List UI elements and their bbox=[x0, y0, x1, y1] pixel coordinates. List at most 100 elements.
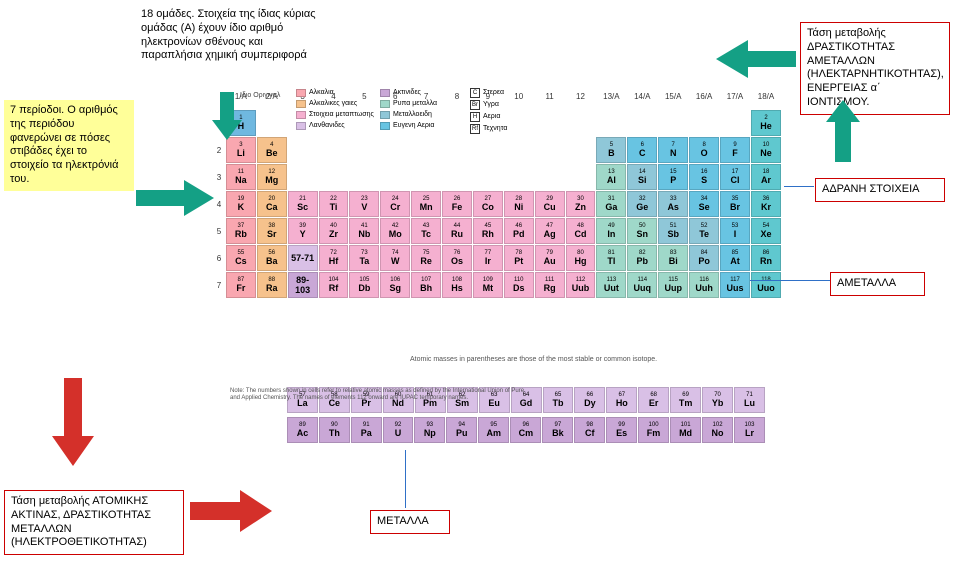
element-P: 15P bbox=[658, 164, 688, 190]
metal-trend-box: Τάση μεταβολής ΑΤΟΜΙΚΗΣ ΑΚΤΙΝΑΣ, ΔΡΑΣΤΙΚ… bbox=[4, 490, 184, 555]
element-Au: 79Au bbox=[535, 245, 565, 271]
element-Na: 11Na bbox=[226, 164, 256, 190]
arrow-nonmetal-left bbox=[716, 40, 796, 78]
element-No: 102No bbox=[702, 417, 733, 443]
legend-col-2: ΑκτινιδεςΡυπα μεταλλαΜεταλλοειδηΕυγενη Α… bbox=[380, 88, 437, 132]
element-Ag: 47Ag bbox=[535, 218, 565, 244]
element-W: 74W bbox=[380, 245, 410, 271]
element-Pt: 78Pt bbox=[504, 245, 534, 271]
element-Sr: 38Sr bbox=[257, 218, 287, 244]
element-Te: 52Te bbox=[689, 218, 719, 244]
element-Ir: 77Ir bbox=[473, 245, 503, 271]
element-Cr: 24Cr bbox=[380, 191, 410, 217]
element-Tl: 81Tl bbox=[596, 245, 626, 271]
element-Cs: 55Cs bbox=[226, 245, 256, 271]
element-Ba: 56Ba bbox=[257, 245, 287, 271]
element-Hf: 72Hf bbox=[319, 245, 349, 271]
element-Os: 76Os bbox=[442, 245, 472, 271]
element-Uuh: 116Uuh bbox=[689, 272, 719, 298]
element-Xe: 54Xe bbox=[751, 218, 781, 244]
legend-item: Ευγενη Αερια bbox=[380, 121, 437, 130]
element-In: 49In bbox=[596, 218, 626, 244]
element-Mn: 25Mn bbox=[411, 191, 441, 217]
element-Br: 35Br bbox=[720, 191, 750, 217]
element-Fe: 26Fe bbox=[442, 191, 472, 217]
element-As: 33As bbox=[658, 191, 688, 217]
element-He: 2He bbox=[751, 110, 781, 136]
legend-item: Αλκαλια bbox=[296, 88, 374, 97]
element-Mg: 12Mg bbox=[257, 164, 287, 190]
element-Rh: 45Rh bbox=[473, 218, 503, 244]
arrow-nonmetal-up bbox=[826, 100, 860, 162]
nonmetals-box: ΑΜΕΤΑΛΛΑ bbox=[830, 272, 925, 296]
element-Si: 14Si bbox=[627, 164, 657, 190]
arrow-periods bbox=[136, 180, 214, 216]
element-Co: 27Co bbox=[473, 191, 503, 217]
element-I: 53I bbox=[720, 218, 750, 244]
element-Ta: 73Ta bbox=[349, 245, 379, 271]
element-Lu: 71Lu bbox=[734, 387, 765, 413]
legend-col-3: CΣτερεαBrΥγραHΑεριαRfΤεχνητα bbox=[470, 88, 507, 136]
element-Kr: 36Kr bbox=[751, 191, 781, 217]
legend-item: Λανθανιδες bbox=[296, 121, 374, 130]
element-Cd: 48Cd bbox=[566, 218, 596, 244]
metals-box: ΜΕΤΑΛΛΑ bbox=[370, 510, 450, 534]
element-Se: 34Se bbox=[689, 191, 719, 217]
element-Nb: 41Nb bbox=[349, 218, 379, 244]
element-Be: 4Be bbox=[257, 137, 287, 163]
element-Am: 95Am bbox=[478, 417, 509, 443]
legend-item: RfΤεχνητα bbox=[470, 124, 507, 134]
arrow-groups bbox=[212, 92, 242, 140]
element-Yb: 70Yb bbox=[702, 387, 733, 413]
conn-metals bbox=[405, 450, 406, 508]
element-Uut: 113Uut bbox=[596, 272, 626, 298]
element-Th: 90Th bbox=[319, 417, 350, 443]
element-Bk: 97Bk bbox=[542, 417, 573, 443]
element-89-103: 89-103 bbox=[288, 272, 318, 298]
element-Rb: 37Rb bbox=[226, 218, 256, 244]
element-Ga: 31Ga bbox=[596, 191, 626, 217]
element-Md: 101Md bbox=[670, 417, 701, 443]
element-Ra: 88Ra bbox=[257, 272, 287, 298]
element-Er: 68Er bbox=[638, 387, 669, 413]
element-Ds: 110Ds bbox=[504, 272, 534, 298]
noble-box: ΑΔΡΑΝΗ ΣΤΟΙΧΕΙΑ bbox=[815, 178, 945, 202]
element-Li: 3Li bbox=[226, 137, 256, 163]
element-Ne: 10Ne bbox=[751, 137, 781, 163]
element-Sg: 106Sg bbox=[380, 272, 410, 298]
element-Ti: 22Ti bbox=[319, 191, 349, 217]
element-57-71: 57-71 bbox=[288, 245, 318, 271]
element-Bi: 83Bi bbox=[658, 245, 688, 271]
element-C: 6C bbox=[627, 137, 657, 163]
element-Cm: 96Cm bbox=[510, 417, 541, 443]
element-Tb: 65Tb bbox=[543, 387, 574, 413]
element-Sb: 51Sb bbox=[658, 218, 688, 244]
element-Uub: 112Uub bbox=[566, 272, 596, 298]
element-Rg: 111Rg bbox=[535, 272, 565, 298]
table-note-2: Atomic masses in parentheses are those o… bbox=[410, 356, 710, 364]
element-Pa: 91Pa bbox=[351, 417, 382, 443]
arrow-metal-down bbox=[52, 378, 94, 466]
element-Ge: 32Ge bbox=[627, 191, 657, 217]
legend-item: Στοιχεια μεταπτωσης bbox=[296, 110, 374, 119]
element-Tm: 69Tm bbox=[670, 387, 701, 413]
element-Uus: 117Uus bbox=[720, 272, 750, 298]
nonmetal-trend-box: Τάση μεταβολής ΔΡΑΣΤΙΚΟΤΗΤΑΣ ΑΜΕΤΑΛΛΩΝ (… bbox=[800, 22, 950, 115]
element-V: 23V bbox=[349, 191, 379, 217]
legend-item: Ρυπα μεταλλα bbox=[380, 99, 437, 108]
element-Po: 84Po bbox=[689, 245, 719, 271]
element-Rn: 86Rn bbox=[751, 245, 781, 271]
element-K: 19K bbox=[226, 191, 256, 217]
element-Y: 39Y bbox=[288, 218, 318, 244]
legend-col-1: Αλκαλια Αλκαλικες γαιες Στοιχεια μεταπτωση… bbox=[296, 88, 374, 132]
arrow-metal-right bbox=[190, 490, 272, 532]
periods-box: 7 περίοδοι. Ο αριθμός της περιόδου φανερ… bbox=[4, 100, 134, 191]
element-Zr: 40Zr bbox=[319, 218, 349, 244]
legend-item: Αλκαλικες γαιες bbox=[296, 99, 374, 108]
element-Ru: 44Ru bbox=[442, 218, 472, 244]
element-Es: 99Es bbox=[606, 417, 637, 443]
element-Sn: 50Sn bbox=[627, 218, 657, 244]
element-Pu: 94Pu bbox=[446, 417, 477, 443]
element-Uuo: 118Uuo bbox=[751, 272, 781, 298]
element-Hs: 108Hs bbox=[442, 272, 472, 298]
